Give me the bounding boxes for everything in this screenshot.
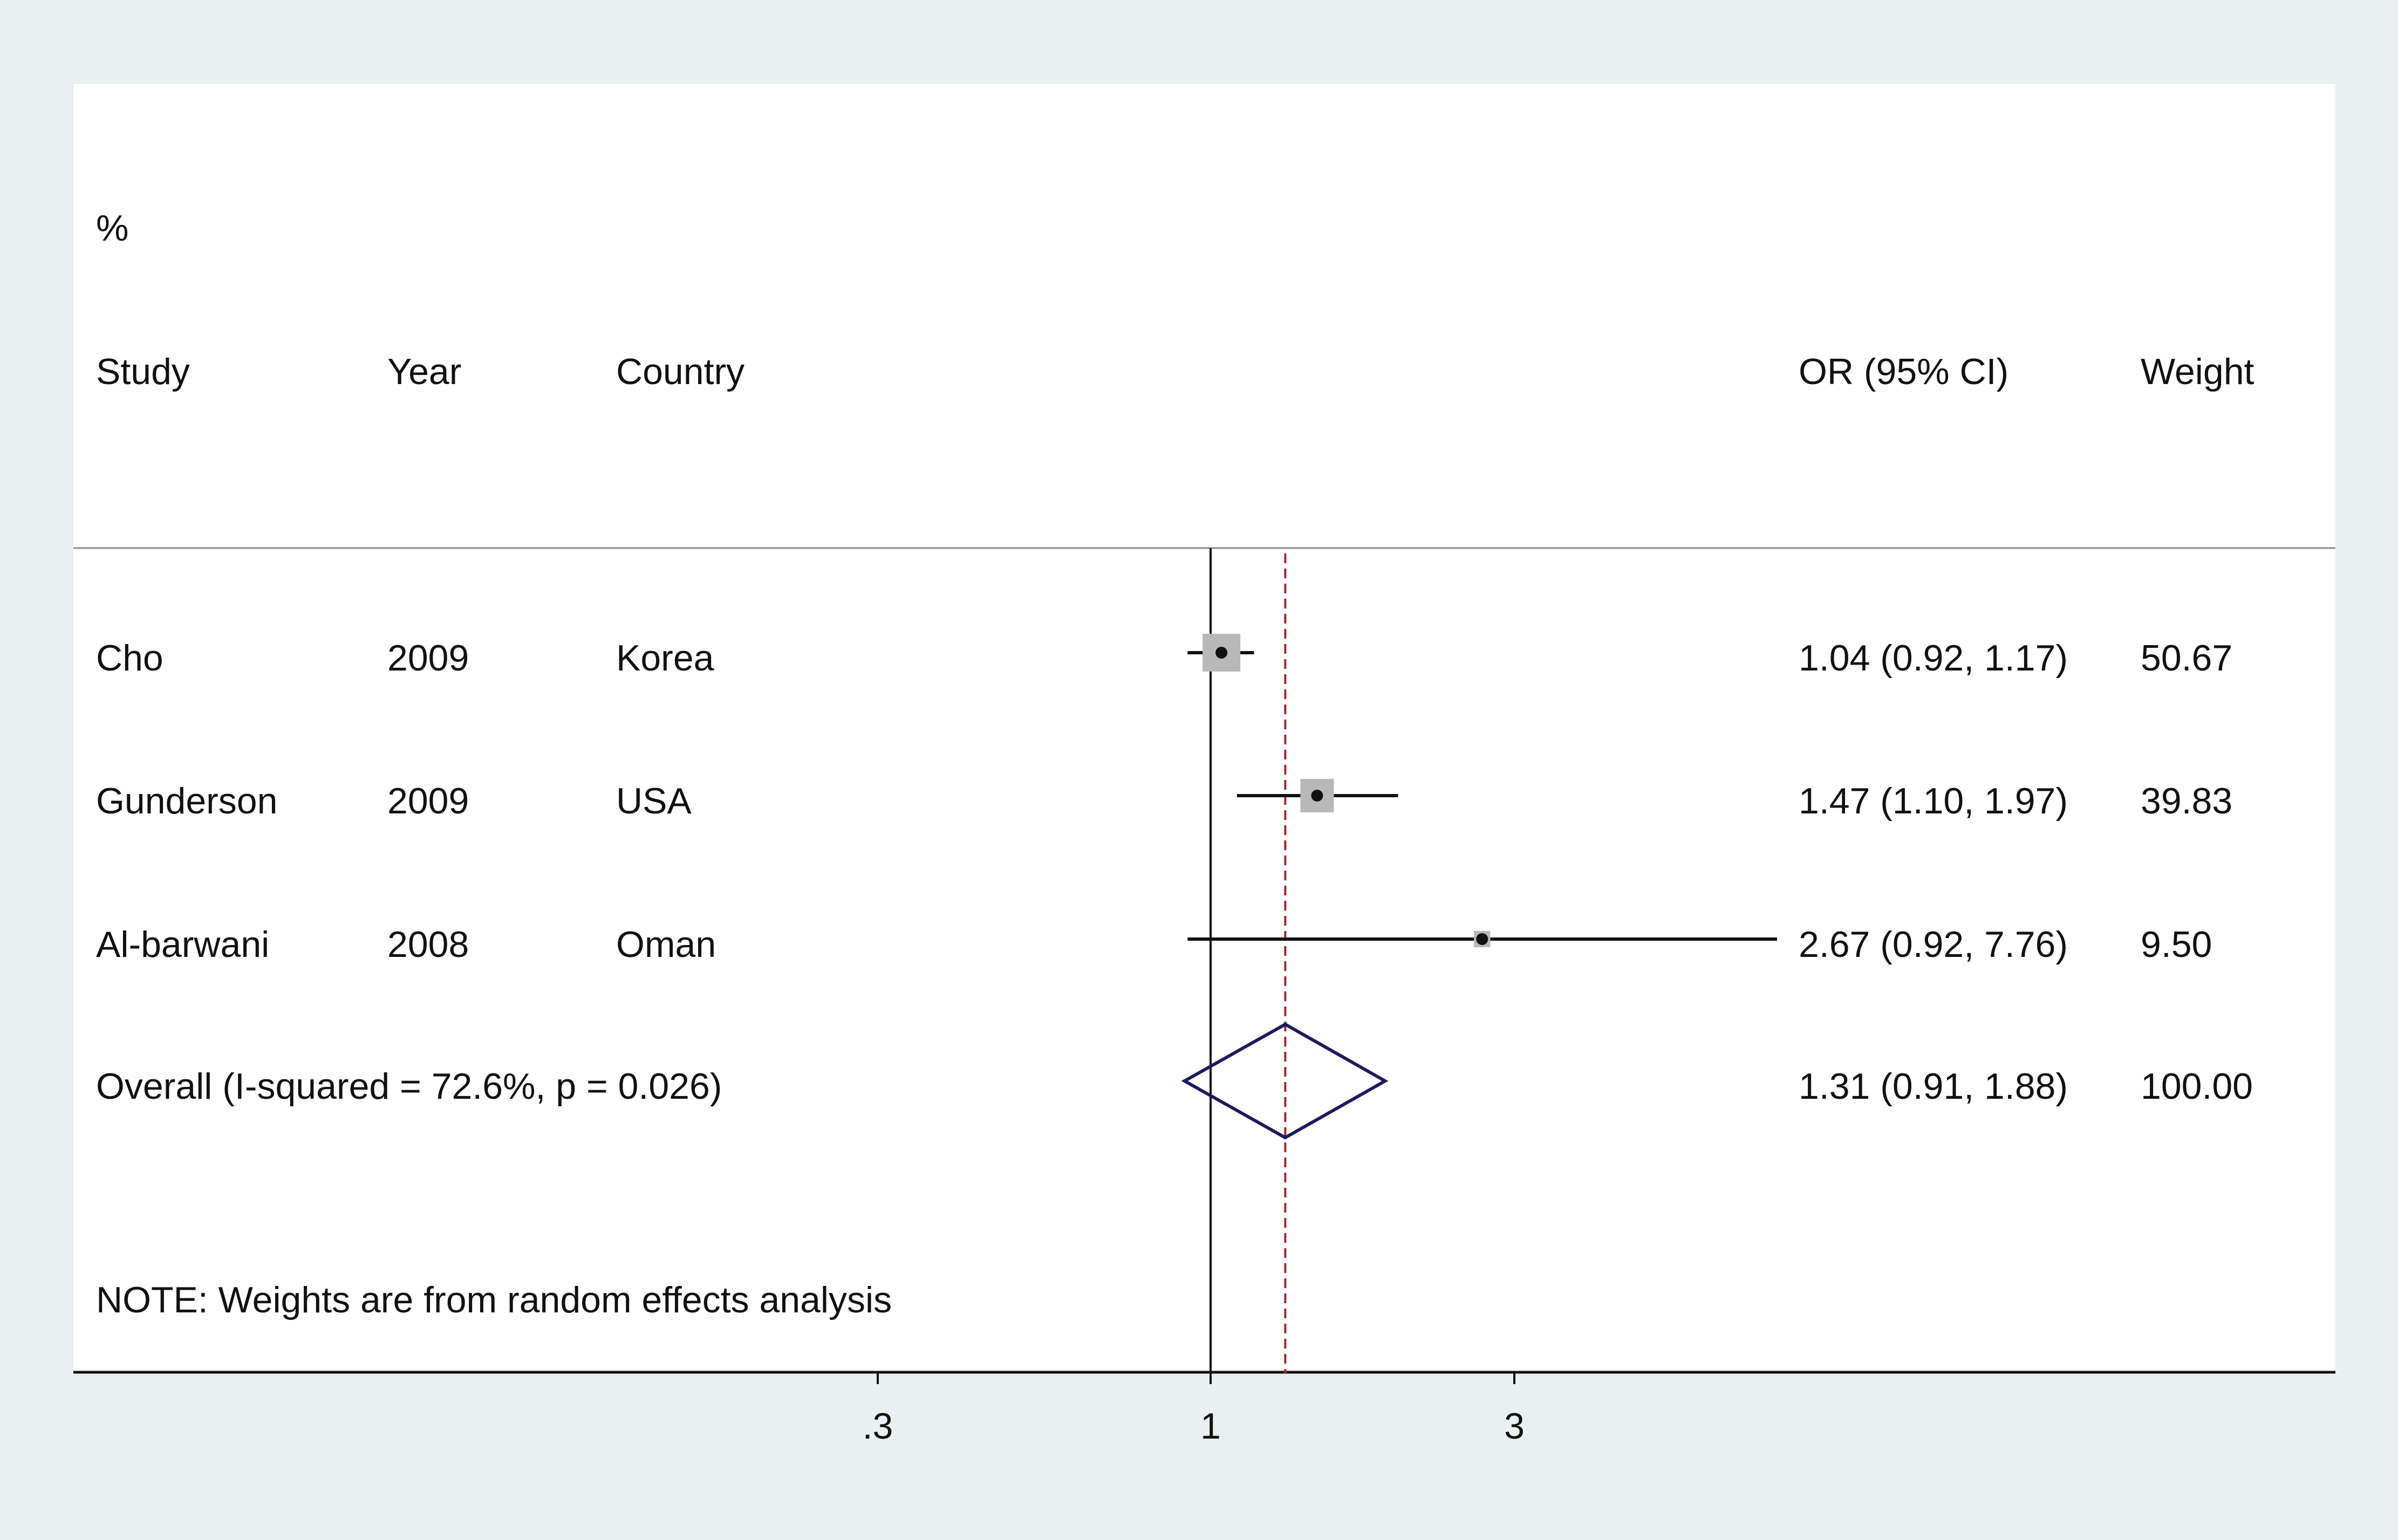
study-name: Gunderson <box>96 781 278 822</box>
header-study: Study <box>96 351 190 392</box>
study-country: Oman <box>616 924 716 965</box>
study-country: Korea <box>616 638 714 679</box>
header-year: Year <box>387 351 462 392</box>
study-name: Cho <box>96 638 163 679</box>
header-country: Country <box>616 351 745 392</box>
x-tick-label: .3 <box>863 1406 893 1447</box>
study-weight: 9.50 <box>2141 924 2212 965</box>
x-tick-label: 3 <box>1504 1406 1525 1447</box>
study-year: 2008 <box>387 924 469 965</box>
study-effect: 2.67 (0.92, 7.76) <box>1799 924 2068 965</box>
point-estimate <box>1215 647 1228 659</box>
forest-plot-svg: .3 1 3 <box>73 547 2335 1447</box>
study-country: USA <box>616 781 692 822</box>
overall-label: Overall (I-squared = 72.6%, p = 0.026) <box>96 1066 722 1107</box>
overall-effect: 1.31 (0.91, 1.88) <box>1799 1066 2068 1107</box>
study-weight: 39.83 <box>2141 781 2233 822</box>
header-weight: Weight <box>2141 351 2254 392</box>
forest-plot-panel: .3 1 3 % Study Year Country OR (95% CI) We… <box>73 84 2335 1447</box>
x-tick-label: 1 <box>1200 1406 1221 1447</box>
point-estimate <box>1311 790 1323 802</box>
point-estimate <box>1476 933 1488 945</box>
study-year: 2009 <box>387 638 469 679</box>
study-name: Al-barwani <box>96 924 270 965</box>
overall-diamond <box>1181 1022 1389 1140</box>
study-effect: 1.47 (1.10, 1.97) <box>1799 781 2068 822</box>
overall-weight: 100.00 <box>2141 1066 2253 1107</box>
weights-note: NOTE: Weights are from random effects an… <box>96 1279 892 1320</box>
study-year: 2009 <box>387 781 469 822</box>
header-weight-pct: % <box>96 208 129 249</box>
study-weight: 50.67 <box>2141 638 2233 679</box>
header-effect: OR (95% CI) <box>1799 351 2009 392</box>
study-effect: 1.04 (0.92, 1.17) <box>1799 638 2068 679</box>
